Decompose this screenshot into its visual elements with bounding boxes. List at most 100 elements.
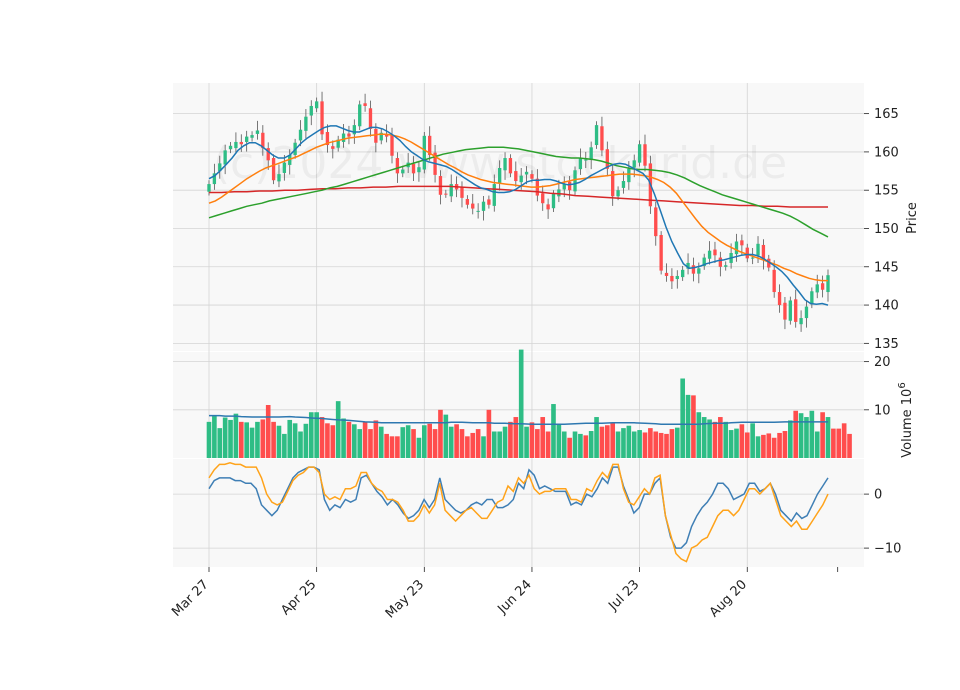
volume-bar <box>432 429 438 458</box>
volume-bar <box>545 431 551 458</box>
volume-bar <box>238 421 244 458</box>
candle-down <box>271 158 276 181</box>
volume-bar <box>502 426 508 458</box>
candle-up <box>207 184 211 192</box>
volume-bar <box>271 421 276 458</box>
candle-down <box>530 174 534 179</box>
volume-bar <box>346 421 352 458</box>
volume-bar <box>825 417 831 458</box>
volume-bar <box>330 425 336 458</box>
candle-up <box>584 159 588 161</box>
candle-up <box>621 181 626 188</box>
ma-mid-line <box>208 133 828 282</box>
candle-up <box>750 257 755 259</box>
candle-up <box>314 101 319 109</box>
volume-bar <box>378 426 384 458</box>
volume-bar <box>465 436 470 458</box>
volume-bar <box>728 430 734 458</box>
volume-bar <box>212 416 217 458</box>
candle-up <box>422 135 426 170</box>
volume-bar <box>841 423 847 458</box>
volume-bar <box>486 409 492 458</box>
candle-up <box>282 162 287 173</box>
volume-bar <box>556 424 562 458</box>
volume-bar <box>362 422 368 458</box>
price-y-tick-label: 135 <box>874 337 899 352</box>
volume-bar <box>411 429 416 458</box>
candle-down <box>664 272 669 276</box>
volume-bar <box>626 425 632 458</box>
volume-bar <box>701 417 707 458</box>
volume-bar <box>233 413 239 458</box>
price-y-tick-label: 160 <box>874 145 899 160</box>
volume-bar <box>282 433 287 458</box>
candle-up <box>637 144 642 163</box>
volume-bar <box>475 429 481 458</box>
volume-bar <box>604 425 610 458</box>
x-tick-label: Aug 20 <box>707 577 750 620</box>
volume-bar <box>448 426 454 458</box>
candle-up <box>401 169 405 174</box>
candle-up <box>309 105 313 116</box>
volume-bar <box>389 436 395 458</box>
candle-down <box>600 126 604 151</box>
volume-bar <box>648 428 653 458</box>
volume-bar <box>831 428 836 458</box>
candle-up <box>298 129 303 141</box>
volume-bar <box>712 421 718 458</box>
volume-bar <box>395 436 400 458</box>
volume-bar <box>518 349 524 458</box>
moving-averages <box>208 125 829 306</box>
candle-down <box>465 199 470 205</box>
candle-down <box>761 244 766 260</box>
candle-down <box>239 141 243 145</box>
volume-bar <box>809 410 815 458</box>
candle-up <box>524 171 529 175</box>
volume-bar <box>265 405 271 458</box>
price-y-tick-label: 145 <box>874 260 899 275</box>
x-tick-label: Jun 24 <box>494 577 534 617</box>
volume-bar <box>319 417 325 458</box>
candle-up <box>212 173 217 185</box>
oscillator-lines <box>208 462 829 563</box>
volume-bar <box>400 427 406 458</box>
candle-down <box>261 132 265 149</box>
volume-bar <box>723 421 729 458</box>
ma-short-line <box>208 125 829 306</box>
candle-down <box>820 283 825 290</box>
candle-up <box>810 291 814 305</box>
volume-bar <box>255 421 260 458</box>
volume-bar <box>718 417 723 458</box>
volume-bar <box>744 432 750 458</box>
volume-bar <box>739 424 745 458</box>
volume-bar <box>567 437 572 458</box>
volume-bar <box>658 432 664 458</box>
volume-bar <box>325 423 330 458</box>
volume-y-tick-label: 20 <box>874 355 891 370</box>
candle-down <box>794 299 798 322</box>
candle-down <box>767 258 771 268</box>
volume-bar <box>664 433 669 458</box>
candle-up <box>417 167 421 173</box>
volume-bar <box>750 423 755 458</box>
volume-bar <box>615 431 621 458</box>
volume-bar <box>384 433 389 458</box>
volume-bar <box>674 427 680 458</box>
candle-down <box>514 171 518 182</box>
candle-up <box>573 170 577 192</box>
volume-bar <box>508 421 513 458</box>
candle-down <box>266 148 270 161</box>
volume-bar <box>734 428 739 458</box>
candle-up <box>492 184 496 206</box>
volume-bar <box>368 429 373 458</box>
candle-down <box>670 275 674 282</box>
volume-bar <box>820 412 825 458</box>
volume-bar <box>653 431 659 458</box>
candle-down <box>363 103 367 106</box>
candle-down <box>659 234 663 271</box>
candle-down <box>374 128 378 143</box>
volume-bar <box>244 422 249 458</box>
candle-down <box>605 149 609 169</box>
candle-down <box>611 171 615 197</box>
